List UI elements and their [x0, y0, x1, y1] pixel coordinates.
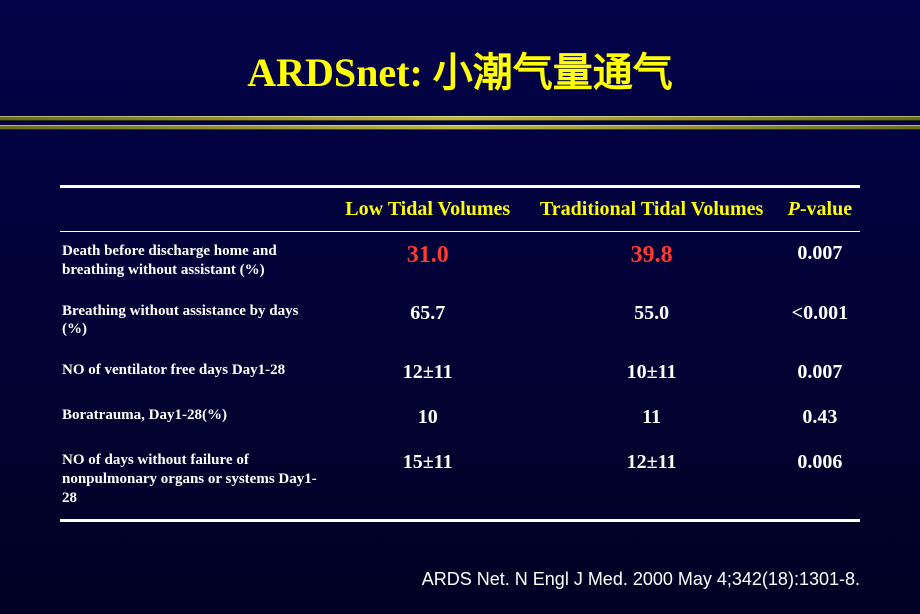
row-label: Breathing without assistance by days (%): [60, 292, 332, 352]
row-label: NO of days without failure of nonpulmona…: [60, 441, 332, 521]
table-row: Death before discharge home and breathin…: [60, 232, 860, 292]
cell-pvalue: 0.007: [780, 351, 860, 396]
cell-pvalue: 0.007: [780, 232, 860, 292]
table-row: Boratrauma, Day1-28(%) 10 11 0.43: [60, 396, 860, 441]
cell-traditional-tidal: 39.8: [523, 232, 779, 292]
header-row: Low Tidal Volumes Traditional Tidal Volu…: [60, 187, 860, 232]
cell-low-tidal: 15±11: [332, 441, 523, 521]
cell-low-tidal: 31.0: [332, 232, 523, 292]
slide-title: ARDSnet: 小潮气量通气: [0, 0, 920, 116]
row-label: NO of ventilator free days Day1-28: [60, 351, 332, 396]
cell-pvalue: <0.001: [780, 292, 860, 352]
header-empty: [60, 187, 332, 232]
row-label: Boratrauma, Day1-28(%): [60, 396, 332, 441]
table-row: NO of ventilator free days Day1-28 12±11…: [60, 351, 860, 396]
table-row: Breathing without assistance by days (%)…: [60, 292, 860, 352]
results-table: Low Tidal Volumes Traditional Tidal Volu…: [60, 185, 860, 522]
results-table-container: Low Tidal Volumes Traditional Tidal Volu…: [60, 185, 860, 522]
cell-low-tidal: 65.7: [332, 292, 523, 352]
table-row: NO of days without failure of nonpulmona…: [60, 441, 860, 521]
cell-low-tidal: 10: [332, 396, 523, 441]
citation-text: ARDS Net. N Engl J Med. 2000 May 4;342(1…: [422, 569, 860, 590]
cell-low-tidal: 12±11: [332, 351, 523, 396]
header-traditional-tidal: Traditional Tidal Volumes: [523, 187, 779, 232]
p-suffix: -value: [800, 198, 852, 220]
header-pvalue: P-value: [780, 187, 860, 232]
cell-traditional-tidal: 12±11: [523, 441, 779, 521]
p-italic: P: [788, 198, 800, 220]
cell-pvalue: 0.006: [780, 441, 860, 521]
cell-traditional-tidal: 11: [523, 396, 779, 441]
row-label: Death before discharge home and breathin…: [60, 232, 332, 292]
cell-traditional-tidal: 55.0: [523, 292, 779, 352]
cell-traditional-tidal: 10±11: [523, 351, 779, 396]
header-low-tidal: Low Tidal Volumes: [332, 187, 523, 232]
title-divider: [0, 116, 920, 130]
cell-pvalue: 0.43: [780, 396, 860, 441]
